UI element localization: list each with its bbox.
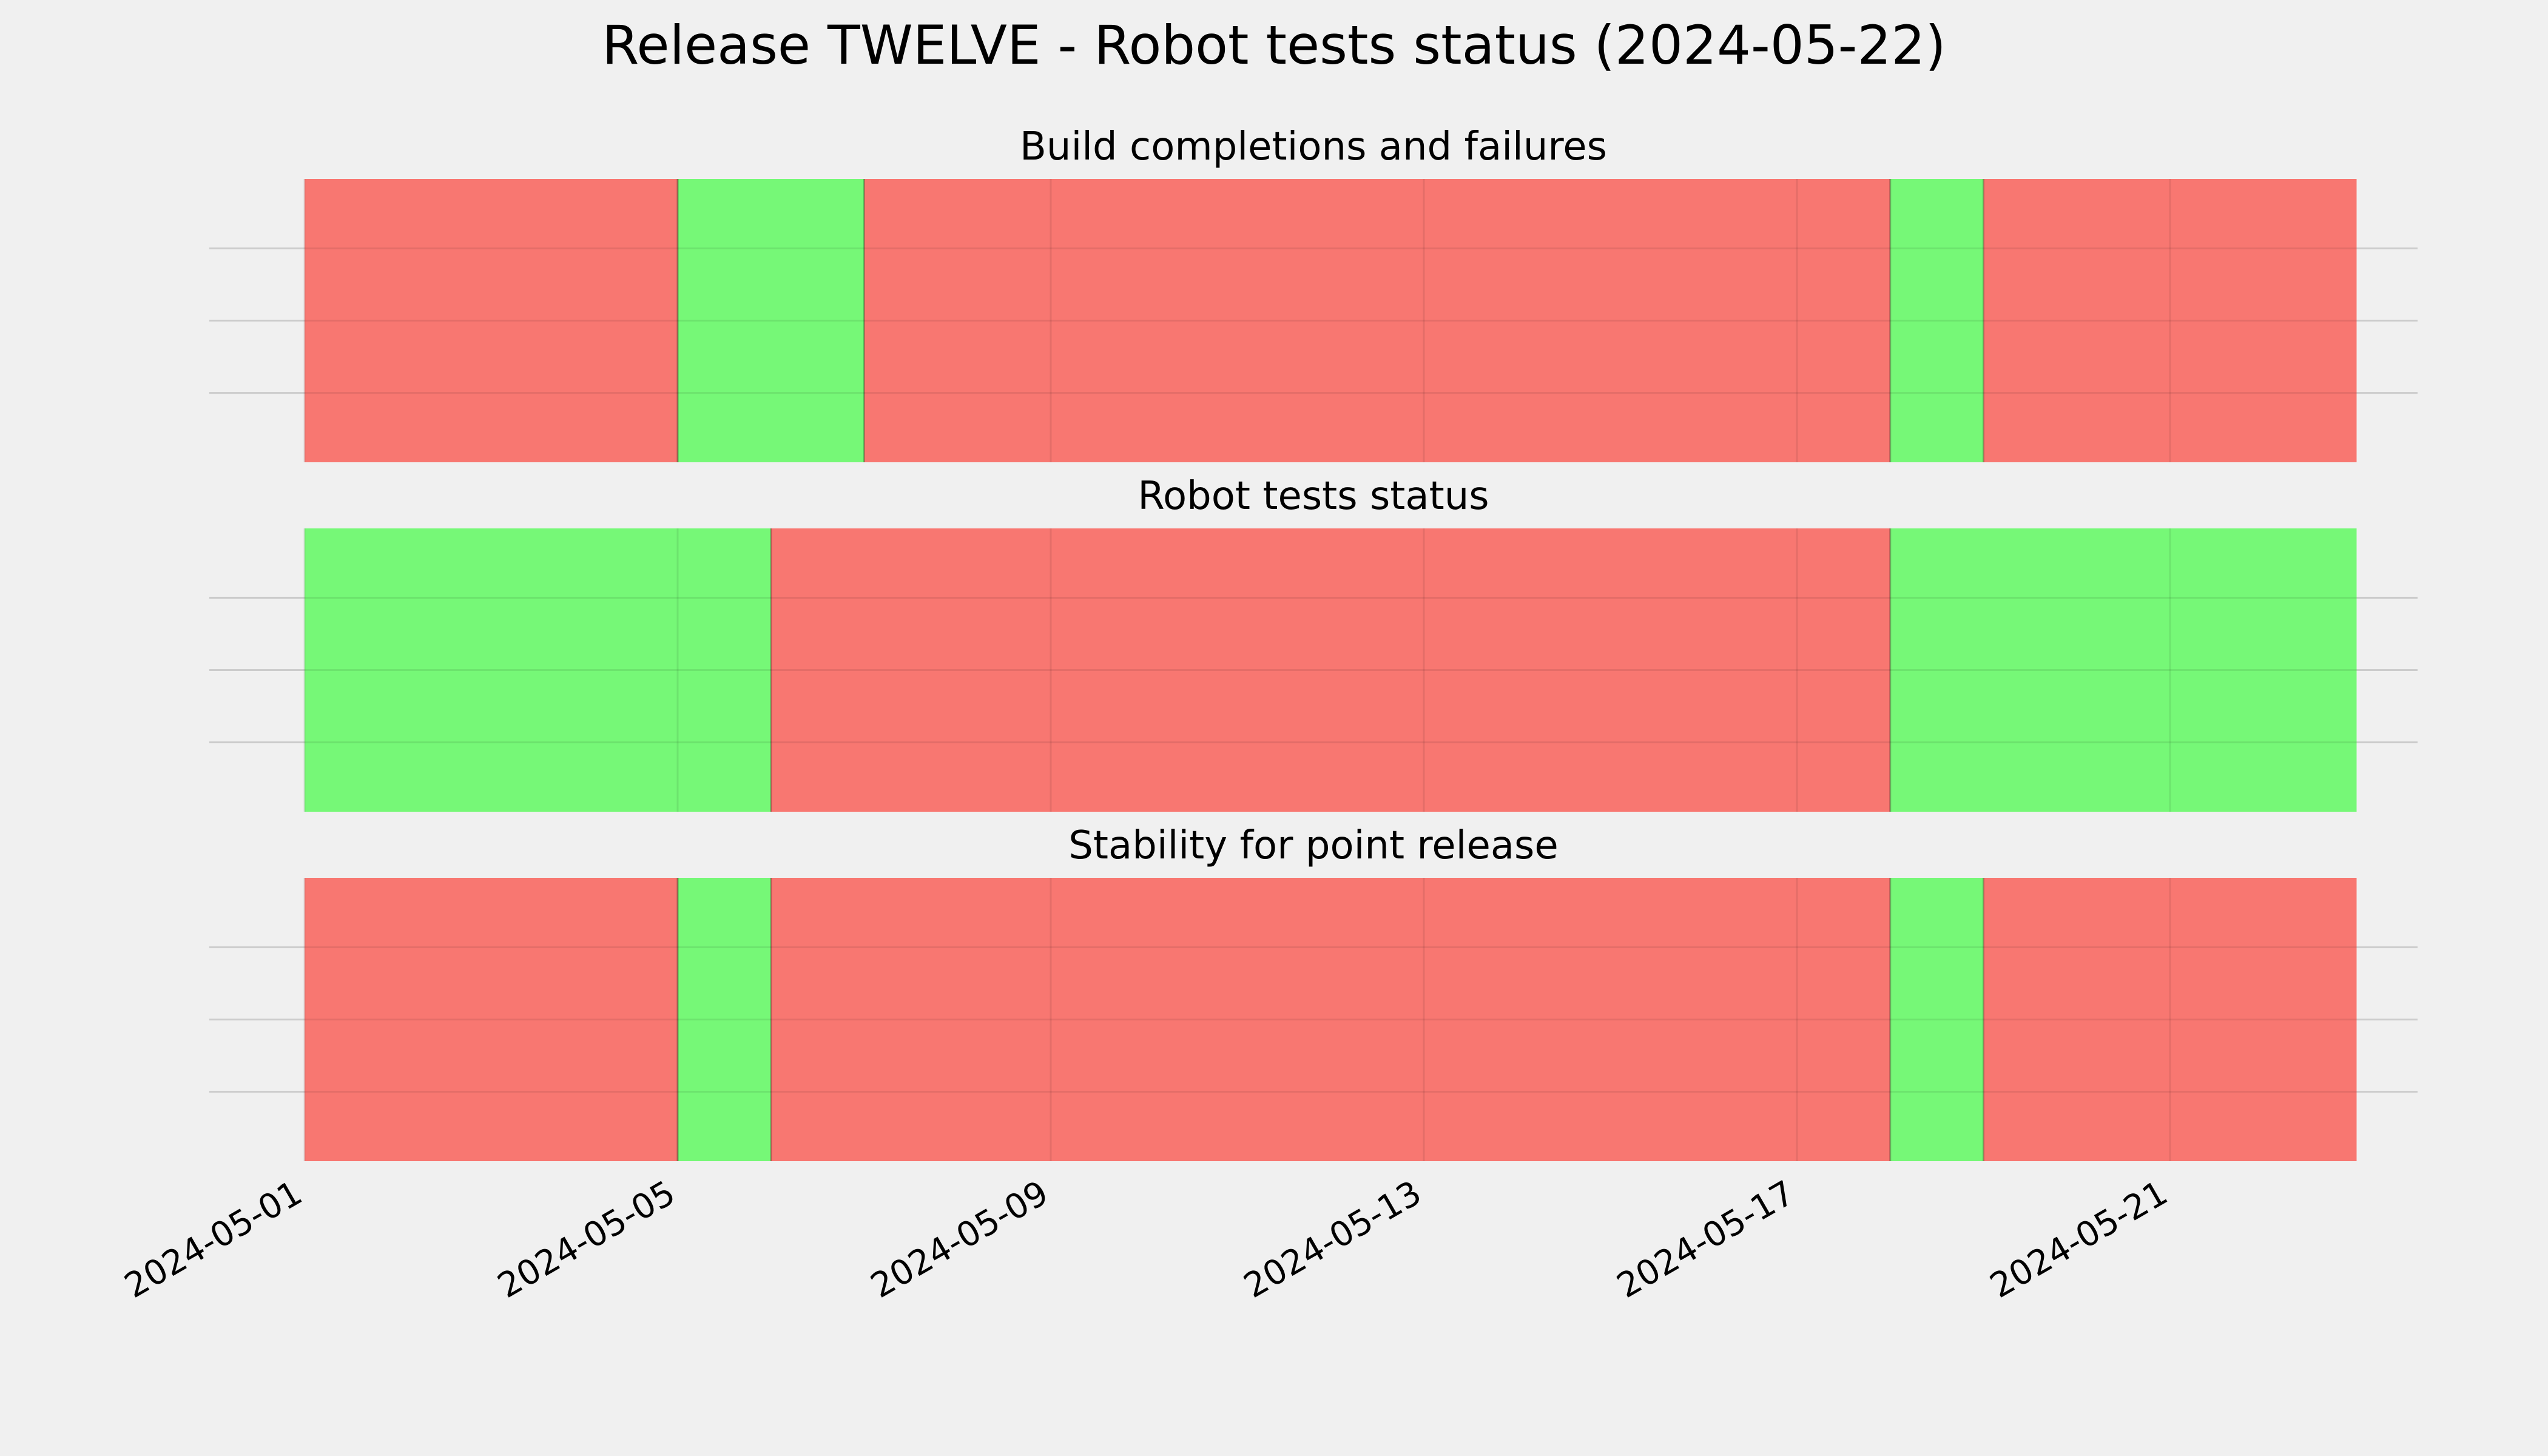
panel-3-segment-3-fail [770,878,1890,1161]
panel-1: Build completions and failures [209,124,2418,462]
panel-3-segment-5-fail [1983,878,2357,1161]
panel-3-title: Stability for point release [1068,823,1559,868]
panel-1-segment-1-fail [305,179,678,462]
panel-2-title: Robot tests status [1138,474,1489,519]
panel-1-segment-4-pass [1890,179,1984,462]
panel-3-segment-2-pass [678,878,771,1161]
panel-1-segment-5-fail [1983,179,2357,462]
panel-2-segment-1-pass [305,528,771,812]
panel-3: Stability for point release [209,823,2418,1161]
panel-1-segment-3-fail [864,179,1890,462]
panel-2-segment-2-fail [770,528,1890,812]
panel-3-segment-4-pass [1890,878,1984,1161]
panel-2: Robot tests status [209,474,2418,812]
panel-1-title: Build completions and failures [1020,124,1607,169]
panel-3-segment-1-fail [305,878,678,1161]
chart-title: Release TWELVE - Robot tests status (202… [602,14,1946,76]
panel-1-segment-2-pass [678,179,864,462]
panel-2-segment-3-pass [1890,528,2357,812]
panels: Build completions and failures Robot test… [209,124,2418,1161]
